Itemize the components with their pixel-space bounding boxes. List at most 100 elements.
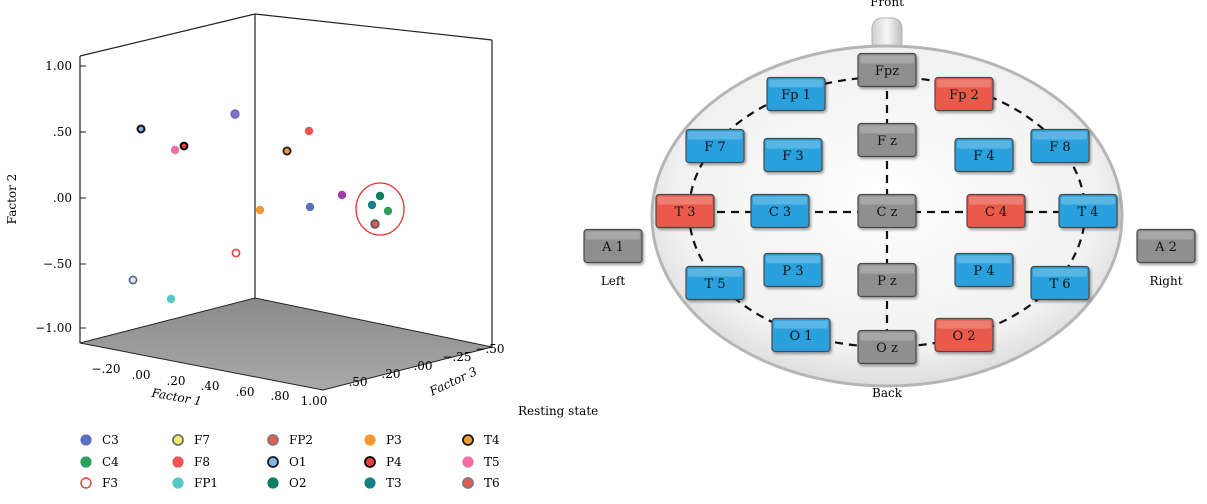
legend-marker-f3 [80, 477, 92, 489]
legend-marker-t3 [364, 477, 376, 489]
electrode-highlight [688, 268, 742, 277]
x-axis-ticks: −.20 .00 .20 .40 .60 .80 1.00 [91, 362, 327, 408]
data-point-t3 [367, 200, 377, 210]
electrode-box [954, 137, 1014, 173]
data-point-o1 [136, 124, 146, 134]
electrode-box [934, 317, 994, 353]
electrode-highlight [586, 231, 640, 240]
electrode-highlight [937, 79, 991, 88]
electrode-label: C z [877, 205, 898, 220]
factor-scatter-panel: 1.00 .50 .00 −.50 −1.00 −.20 .00 .20 .40 .60 .80 1… [5, 13, 598, 490]
electrode-f4: F 4 [954, 137, 1014, 173]
x-tick-label: 1.00 [301, 394, 328, 408]
legend-marker-t5 [462, 456, 474, 468]
factor-scatter-plot: 1.00 .50 .00 −.50 −1.00 −.20 .00 .20 .40 .60 .80 1… [5, 13, 598, 490]
legend-label: FP1 [194, 476, 218, 490]
x-tick-label: .00 [131, 368, 150, 382]
y-axis-label: Factor 2 [5, 174, 19, 225]
x-tick-label: .60 [235, 385, 254, 399]
y-tick-label: −1.00 [35, 321, 72, 335]
chart-caption: Resting state [518, 404, 598, 418]
z-axis-ticks: .50 .20 .00 −.25 −.50 [348, 342, 504, 389]
legend-label: T3 [386, 476, 402, 490]
electrode-fp2: Fp 2 [934, 76, 994, 112]
electrode-label: C 4 [985, 205, 1007, 220]
box-edge [79, 13, 256, 57]
legend-label: P3 [386, 433, 402, 447]
electrode-box [857, 329, 917, 365]
electrode-highlight [937, 320, 991, 329]
electrode-label: F 7 [704, 140, 725, 155]
x-tick-label: .80 [270, 389, 289, 403]
data-point-p3 [255, 205, 265, 215]
electrode-label: P 3 [782, 264, 803, 279]
electrode-label: A 2 [1154, 240, 1177, 255]
left-label: Left [601, 274, 626, 288]
electrode-highlight [688, 131, 742, 140]
legend-marker-fp1 [172, 477, 184, 489]
electrode-highlight [769, 79, 823, 88]
electrode-highlight [658, 196, 712, 205]
data-point-t6 [370, 219, 380, 229]
electrode-label: T 3 [674, 205, 695, 220]
electrode-box [857, 193, 917, 229]
z-tick-label: .50 [348, 375, 367, 389]
electrode-highlight [860, 332, 914, 341]
electrode-highlight [1033, 268, 1087, 277]
electrode-box [857, 122, 917, 158]
legend-label: P4 [386, 455, 402, 469]
legend-marker-c3 [80, 434, 92, 446]
right-label: Right [1149, 274, 1182, 288]
z-axis-label: Factor 3 [427, 364, 480, 399]
electrode-box [1136, 228, 1196, 264]
legend-marker-f8 [172, 456, 184, 468]
electrode-box [771, 317, 831, 353]
electrode-highlight [860, 55, 914, 64]
electrode-label: O z [876, 341, 898, 356]
electrode-p3: P 3 [763, 252, 823, 288]
electrode-highlight [1033, 131, 1087, 140]
legend-label: FP2 [289, 433, 313, 447]
electrode-box [655, 193, 715, 229]
electrode-box [1030, 265, 1090, 301]
electrode-label: F 4 [973, 149, 994, 164]
legend-label: T4 [484, 433, 500, 447]
electrode-box [685, 128, 745, 164]
data-point-c3-upper [230, 109, 240, 119]
data-point-f7 [128, 275, 138, 285]
electrode-a1: A 1 [583, 228, 643, 264]
y-tick-label: .00 [53, 191, 72, 205]
y-axis-ticks: 1.00 .50 .00 −.50 −1.00 [35, 59, 86, 335]
legend-marker-c4 [80, 456, 92, 468]
electrode-label: T 4 [1077, 205, 1098, 220]
electrode-fpz: Fpz [857, 52, 917, 88]
electrode-p4: P 4 [954, 252, 1014, 288]
electrode-highlight [1061, 196, 1115, 205]
legend-label: O1 [289, 455, 306, 469]
legend-label: F8 [194, 455, 210, 469]
legend-marker-f7 [172, 434, 184, 446]
electrode-box [763, 137, 823, 173]
legend-label: T6 [484, 476, 500, 490]
legend-label: C4 [102, 455, 119, 469]
electrode-o2: O 2 [934, 317, 994, 353]
front-label: Front [870, 0, 904, 9]
electrode-label: O 1 [789, 329, 812, 344]
z-tick-label: −.25 [442, 350, 471, 364]
z-tick-label: .20 [381, 367, 400, 381]
electrode-highlight [774, 320, 828, 329]
electrode-highlight [766, 255, 820, 264]
back-label: Back [872, 386, 903, 400]
electrode-box [954, 252, 1014, 288]
electrode-label: Fp 2 [949, 88, 979, 103]
electrode-label: P z [877, 274, 897, 289]
box-edge [254, 13, 493, 41]
electrode-o1: O 1 [771, 317, 831, 353]
electrode-fp1: Fp 1 [766, 76, 826, 112]
electrode-label: Fpz [875, 64, 899, 79]
electrode-box [966, 193, 1026, 229]
data-point-c3 [305, 202, 315, 212]
electrode-box [857, 52, 917, 88]
y-tick-label: .50 [53, 125, 72, 139]
legend-label: F3 [102, 476, 118, 490]
